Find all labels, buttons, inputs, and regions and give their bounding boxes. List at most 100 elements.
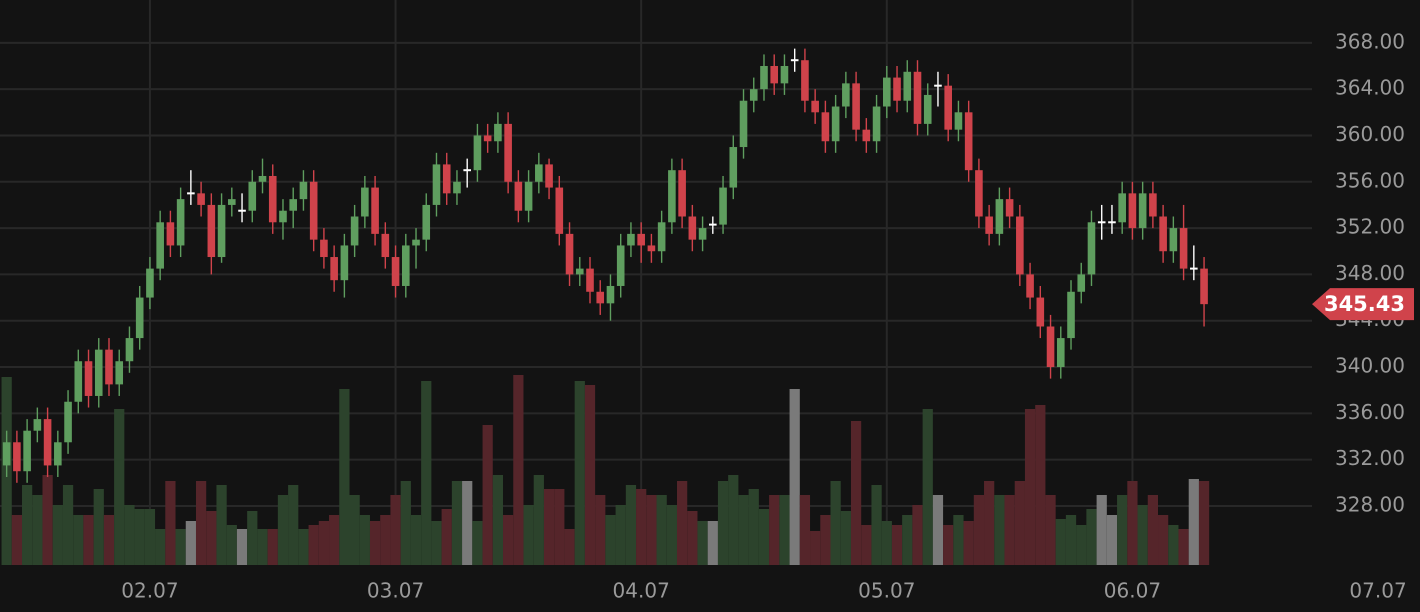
volume-bar [165,481,176,565]
candle-body [893,77,901,101]
candle-layer [2,48,1208,483]
candle-body [2,442,11,466]
candle-body [146,268,154,298]
candle-body [187,192,195,195]
candle-body [1077,274,1086,292]
candle-body [903,71,912,101]
volume-bar [820,515,831,565]
candle-body [1108,221,1116,224]
candle-body [268,175,277,223]
candle-body [442,164,451,194]
candle-body [985,216,993,234]
volume-bar [666,505,677,565]
candle-body [105,349,113,385]
volume-bar [380,515,391,565]
volume-bar [1158,515,1169,565]
volume-bar [410,515,422,565]
candle-body [862,129,871,142]
volume-bar [902,515,913,565]
candle-body [606,285,615,304]
candle-body [1087,222,1096,275]
x-tick-label: 04.07 [613,579,670,603]
candle-body [23,430,31,472]
volume-bar [881,521,892,565]
volume-bar [1137,505,1148,565]
y-tick-label: 340.00 [1335,354,1405,378]
candle-body [934,84,942,87]
candle-body [995,199,1004,234]
volume-bar [1127,481,1138,565]
volume-bar [482,425,493,565]
volume-bar [687,511,698,565]
candle-body [483,135,492,142]
volume-bar [625,485,637,565]
volume-bar [185,521,196,565]
candle-body [350,216,359,246]
volume-bar [717,481,729,565]
volume-bar [707,521,718,565]
candle-body [596,291,605,304]
candle-body [197,193,205,205]
candle-body [207,204,216,258]
candle-body [616,245,625,286]
candle-body [627,233,635,246]
volume-bar [1198,481,1210,565]
candle-body [739,100,748,148]
candle-body [780,65,789,84]
volume-bar [349,495,360,565]
x-tick-label: 02.07 [121,579,178,603]
volume-bar [390,495,401,565]
candle-body [33,419,42,431]
candle-body [94,349,103,396]
candle-body [1179,228,1188,269]
volume-bar [1065,515,1077,565]
candle-body [882,77,891,107]
candle-body [729,147,738,188]
candle-body [84,361,93,396]
volume-bar [339,389,350,565]
volume-bar [329,515,340,565]
candle-body [647,245,656,252]
candle-body [64,401,72,443]
volume-bar [748,489,759,565]
volume-bar [257,529,268,565]
volume-bar [861,525,872,565]
candle-body [1128,193,1137,229]
candle-body [1056,338,1065,368]
volume-bar [728,475,739,565]
candle-body [565,233,574,275]
volume-bar [22,485,33,565]
candle-body [320,239,328,258]
candle-body [545,164,553,188]
candle-body [371,187,379,234]
candle-body [340,245,349,281]
volume-bar [850,421,862,565]
y-tick-label: 364.00 [1335,76,1405,100]
volume-bar [1076,525,1087,565]
candle-body [381,233,390,258]
volume-bar [1117,495,1128,565]
candle-body [1026,274,1034,298]
candle-body [1190,267,1198,270]
volume-bar [226,525,237,565]
volume-bar [574,381,585,565]
candle-body [923,94,932,124]
candle-body [13,442,21,472]
volume-bar [595,495,606,565]
candle-body [43,419,52,466]
volume-bar [769,495,780,565]
volume-bar [533,475,544,565]
volume-bar [155,529,166,565]
candle-body [678,170,686,217]
volume-layer [1,375,1210,565]
x-tick-label: 07.07 [1349,579,1406,603]
y-tick-label: 332.00 [1335,446,1405,470]
volume-bar [462,481,473,565]
volume-bar [738,495,749,565]
volume-bar [922,409,933,565]
volume-bar [932,495,944,565]
volume-bar [124,505,135,565]
candle-body [555,187,564,234]
candle-body [217,204,226,258]
candle-body [248,181,257,211]
